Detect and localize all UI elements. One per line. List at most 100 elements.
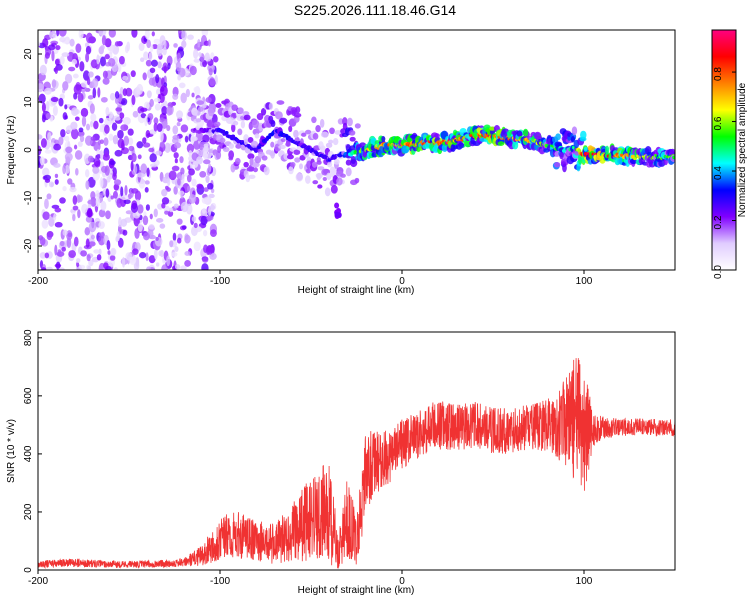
spectrogram-noise-speckle — [155, 150, 162, 156]
spectrogram-ridge-halo — [320, 131, 329, 138]
spectrogram-noise-speckle — [159, 35, 166, 46]
spectrogram-noise-speckle — [130, 70, 136, 78]
spectrogram-ridge-halo — [288, 125, 293, 133]
spectrogram-noise-speckle — [153, 208, 158, 218]
spectrogram-noise-speckle — [107, 250, 111, 255]
spectrogram-noise-speckle — [176, 218, 183, 225]
spectrogram-noise-speckle — [116, 198, 123, 208]
spectrogram-noise-speckle — [149, 98, 154, 108]
spectrogram-noise-speckle — [95, 190, 100, 200]
colorbar: 0.0 0.2 0.4 0.6 0.8 Normalized spectral ampl… — [711, 29, 748, 279]
spectrogram-noise-speckle — [193, 86, 200, 93]
spectrogram-noise-speckle — [143, 51, 149, 61]
spectrogram-noise-speckle — [54, 66, 59, 74]
spectrogram-noise-speckle — [180, 124, 189, 133]
spectrogram-ridge-halo — [349, 136, 356, 142]
spectrogram-noise-speckle — [54, 244, 58, 256]
spectrogram-noise-speckle — [140, 113, 147, 119]
spectrogram-noise-speckle — [176, 110, 184, 119]
spectrogram-noise-speckle — [45, 112, 51, 120]
spectrogram-ridge-halo — [231, 104, 238, 112]
spectrogram-noise-speckle — [96, 254, 102, 261]
spectrogram-noise-speckle — [108, 58, 116, 67]
spectrogram-noise-speckle — [85, 238, 90, 249]
snr-y-tick-label: 800 — [23, 329, 34, 346]
spectrogram-noise-speckle — [69, 186, 77, 193]
spectrogram-noise-speckle — [99, 149, 104, 160]
spectrogram-noise-speckle — [171, 165, 180, 172]
spectrogram-noise-speckle — [44, 52, 50, 59]
spectrogram-noise-speckle — [207, 39, 211, 47]
spectrogram-noise-speckle — [144, 180, 150, 185]
spectrogram-noise-speckle — [157, 61, 162, 69]
spectrogram-noise-speckle — [202, 60, 207, 68]
spectrogram-noise-speckle — [94, 160, 101, 168]
spectrogram-noise-speckle — [44, 252, 50, 259]
spectrogram-noise-speckle — [74, 116, 80, 121]
spectrogram-ridge-core — [672, 155, 675, 160]
colorbar-gradient — [712, 30, 736, 270]
spectrogram-ridge-halo — [326, 172, 332, 180]
spectrogram-ridge-halo — [235, 157, 241, 165]
spectrogram-noise-speckle — [109, 92, 116, 101]
spectrogram-noise-speckle — [51, 50, 55, 62]
spectrogram-noise-speckle — [86, 254, 91, 262]
spectrogram-noise-speckle — [72, 195, 78, 205]
spectrogram-ridge-halo — [219, 137, 226, 144]
spectrogram-noise-speckle — [109, 44, 114, 55]
spectrogram-ridge-halo — [203, 145, 209, 153]
spectrogram-ridge-halo — [231, 123, 236, 133]
spectrogram-noise-speckle — [53, 163, 61, 168]
spectrogram-ridge-halo — [195, 118, 202, 123]
spectrogram-noise-speckle — [136, 141, 144, 149]
spectrogram-noise-speckle — [64, 164, 70, 174]
spectrogram-noise-speckle — [186, 174, 192, 183]
spectrogram-noise-speckle — [134, 228, 140, 239]
spectrogram-noise-speckle — [46, 232, 53, 241]
spectrogram-noise-speckle — [136, 83, 144, 95]
spectrogram-noise-speckle — [73, 144, 78, 150]
spectrogram-noise-speckle — [209, 229, 217, 237]
spectrogram-x-tick-label: -200 — [28, 276, 48, 287]
spectrogram-noise-speckle — [110, 195, 114, 200]
spectrogram-noise-speckle — [88, 241, 96, 247]
spectrogram-noise-speckle — [122, 229, 128, 236]
spectrogram-noise-speckle — [188, 194, 197, 204]
spectrogram-ridge-halo — [232, 112, 237, 119]
spectrogram-noise-speckle — [191, 92, 195, 98]
spectrogram-ridge-halo — [247, 153, 255, 160]
spectrogram-noise-speckle — [85, 123, 91, 131]
spectrogram-noise-speckle — [50, 96, 59, 103]
spectrogram-ridge-halo — [348, 130, 356, 136]
spectrogram-ridge-halo — [305, 168, 311, 174]
spectrogram-noise-speckle — [59, 197, 66, 204]
spectrogram-noise-speckle — [98, 117, 104, 124]
spectrogram-noise-speckle — [149, 213, 153, 220]
spectrogram-noise-speckle — [40, 138, 47, 148]
spectrogram-noise-speckle — [64, 115, 68, 120]
colorbar-label: Normalized spectral amplitude — [737, 82, 748, 217]
spectrogram-noise-speckle — [193, 241, 201, 252]
spectrogram-ridge-halo — [311, 161, 318, 168]
spectrogram-ridge-halo — [196, 156, 203, 165]
spectrogram-noise-speckle — [71, 107, 79, 116]
spectrogram-noise-speckle — [72, 205, 79, 211]
spectrogram-noise-speckle — [120, 98, 128, 106]
spectrogram-noise-speckle — [104, 150, 109, 158]
spectrogram-noise-speckle — [104, 165, 110, 176]
spectrogram-noise-speckle — [153, 38, 161, 45]
spectrogram-noise-speckle — [209, 77, 216, 87]
spectrogram-noise-speckle — [138, 42, 145, 52]
spectrogram-noise-speckle — [166, 105, 173, 116]
snr-y-tick-label: 0 — [23, 567, 34, 573]
snr-panel: -200 -100 0 100 0 200 400 600 800 Height of str… — [6, 329, 676, 596]
spectrogram-ridge-halo — [249, 157, 254, 166]
spectrogram-ridge-halo — [560, 158, 569, 167]
spectrogram-noise-speckle — [142, 72, 147, 81]
spectrogram-noise-speckle — [155, 236, 159, 241]
spectrogram-noise-speckle — [81, 203, 89, 214]
spectrogram-ridge-halo — [450, 143, 456, 152]
spectrogram-noise-speckle — [174, 246, 179, 252]
spectrogram-noise-speckle — [113, 183, 120, 191]
spectrogram-noise-speckle — [201, 263, 209, 270]
